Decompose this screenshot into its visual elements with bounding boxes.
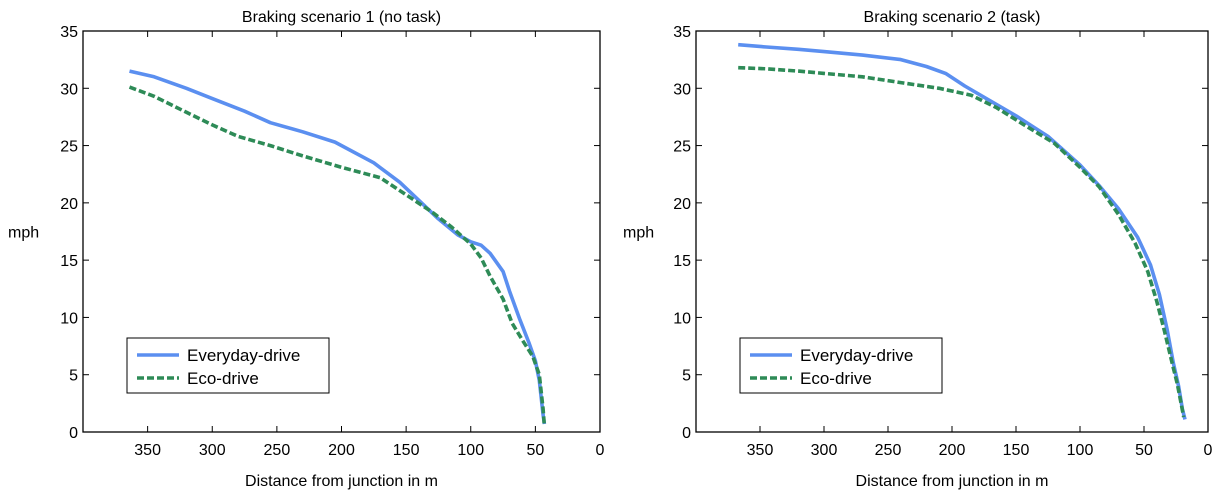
x-tick-label: 0 [596, 442, 605, 459]
x-tick-label: 100 [457, 442, 484, 459]
legend-box [126, 337, 330, 394]
legend-box [739, 337, 943, 394]
y-tick-label: 35 [60, 24, 78, 41]
x-tick-label: 200 [328, 442, 355, 459]
chart-panel-1: Braking scenario 1 (no task) 0 5 10 15 20 25 30… [8, 9, 605, 490]
x-tick-label: 300 [811, 442, 838, 459]
y-axis-label: mph [623, 225, 654, 242]
x-tick-label: 50 [526, 442, 544, 459]
y-tick-label: 25 [60, 139, 78, 156]
x-tick-label: 150 [1003, 442, 1030, 459]
y-tick-label: 5 [682, 368, 691, 385]
y-axis-label: mph [8, 225, 39, 242]
x-tick-label: 150 [393, 442, 420, 459]
y-tick-label: 15 [673, 253, 691, 270]
y-tick-label: 10 [673, 310, 691, 327]
x-tick-label: 0 [1204, 442, 1213, 459]
chart-title: Braking scenario 2 (task) [864, 9, 1041, 26]
y-tick-label: 20 [60, 196, 78, 213]
y-tick-label: 0 [682, 425, 691, 442]
y-tick-label: 25 [673, 139, 691, 156]
legend: Everyday-drive Eco-drive [126, 337, 330, 394]
y-tick-label: 5 [69, 368, 78, 385]
y-tick-label: 10 [60, 310, 78, 327]
legend-label: Everyday-drive [800, 346, 913, 365]
legend-label: Eco-drive [800, 369, 872, 388]
legend-label: Eco-drive [187, 369, 259, 388]
y-tick-label: 0 [69, 425, 78, 442]
y-tick-label: 15 [60, 253, 78, 270]
x-axis-label: Distance from junction in m [856, 473, 1049, 490]
y-tick-label: 30 [673, 81, 691, 98]
series-line-eco-drive [738, 65, 1186, 418]
x-tick-label: 100 [1067, 442, 1094, 459]
x-tick-label: 350 [134, 442, 161, 459]
chart-panel-2: Braking scenario 2 (task) 0 5 10 15 20 25 30 35 3… [623, 9, 1213, 490]
x-tick-label: 300 [199, 442, 226, 459]
x-tick-label: 250 [875, 442, 902, 459]
series-line-eco-drive [128, 85, 547, 427]
legend: Everyday-drive Eco-drive [739, 337, 943, 394]
y-tick-label: 30 [60, 81, 78, 98]
chart-title: Braking scenario 1 (no task) [242, 9, 441, 26]
x-tick-label: 50 [1135, 442, 1153, 459]
x-tick-label: 200 [939, 442, 966, 459]
legend-label: Everyday-drive [187, 346, 300, 365]
y-tick-label: 35 [673, 24, 691, 41]
series-line-everyday-drive [738, 42, 1187, 420]
series-line-everyday-drive [129, 69, 547, 425]
x-tick-label: 350 [747, 442, 774, 459]
x-tick-label: 250 [264, 442, 291, 459]
x-axis-label: Distance from junction in m [245, 473, 438, 490]
y-tick-label: 20 [673, 196, 691, 213]
